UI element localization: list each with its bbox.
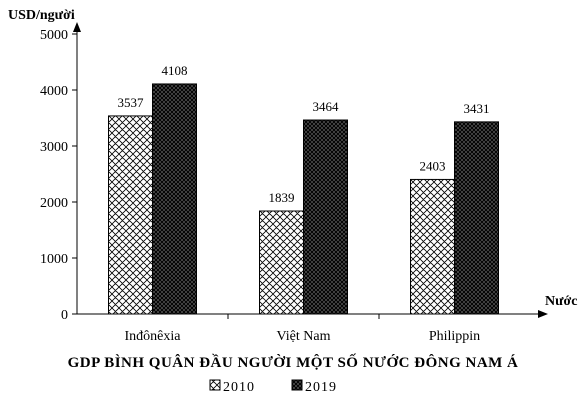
x-axis-label: Nước [545,294,577,309]
bar-2010-0 [108,115,153,315]
bar-2019-2 [454,121,499,315]
data-label: 2403 [420,158,446,173]
data-label: 3431 [464,101,490,116]
y-axis-arrow [73,22,81,32]
data-label: 3464 [313,99,340,114]
y-axis-label: USD/người [8,8,75,23]
y-tick-label: 0 [61,308,68,323]
data-label: 4108 [162,63,188,78]
chart-title: GDP BÌNH QUÂN ĐẦU NGƯỜI MỘT SỐ NƯỚC ĐÔNG… [68,353,519,371]
legend-swatch [291,379,303,391]
axes: 0 1000 2000 3000 4000 5000 Inđônêxia Việt Nam Ph… [40,22,548,344]
legend: 2010 2019 [209,379,337,395]
data-label: 1839 [269,190,295,205]
y-tick-label: 3000 [40,140,68,155]
data-label: 3537 [118,95,145,110]
y-tick-label: 1000 [40,252,68,267]
legend-label: 2019 [305,380,337,395]
data-labels-group: 3537 4108 1839 3464 2403 3431 [118,63,490,205]
legend-label: 2010 [223,380,255,395]
category-label: Philippin [429,329,480,344]
y-tick-label: 5000 [40,28,68,43]
bars-group [108,83,499,315]
category-label: Inđônêxia [125,329,182,344]
bar-2010-1 [259,210,304,315]
y-tick-label: 2000 [40,196,68,211]
y-tick-label: 4000 [40,84,68,99]
bar-2019-1 [303,119,348,315]
bar-2019-0 [152,83,197,315]
x-axis-arrow [538,310,548,318]
legend-swatch [209,379,221,391]
bar-2010-2 [410,178,455,315]
category-label: Việt Nam [277,329,331,344]
